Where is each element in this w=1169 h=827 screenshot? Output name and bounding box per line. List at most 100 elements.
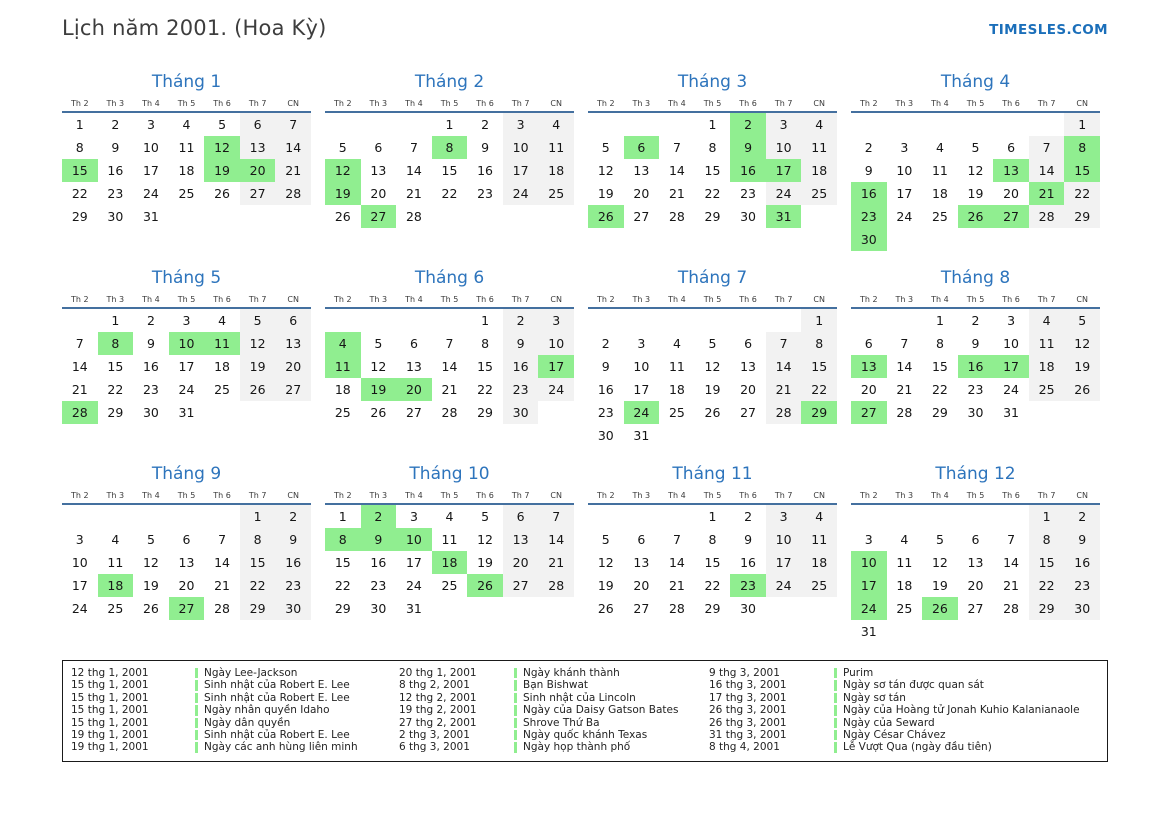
- day-cell: 3: [1007, 313, 1016, 328]
- day-cell: 13: [370, 163, 387, 178]
- holiday-marker: [195, 730, 198, 741]
- month-block: Tháng 6 Th 2 Th 3 Th 4 Th 5 Th 6 Th 7 CN 1 2 3 4 5 6 7…: [325, 268, 574, 452]
- legend-date: 20 thg 1, 2001: [399, 667, 477, 679]
- day-cell: 26: [704, 405, 721, 420]
- day-of-week-row: Th 2 Th 3 Th 4 Th 5 Th 6 Th 7 CN: [325, 99, 574, 113]
- day-cell: 28: [668, 601, 685, 616]
- empty-cell: [851, 309, 887, 332]
- brand-link[interactable]: TIMESLES.COM: [989, 22, 1108, 38]
- day-cell: 13: [740, 359, 757, 374]
- day-of-week-header: Th 5: [966, 99, 985, 108]
- empty-cell: [432, 597, 468, 620]
- legend-date: 6 thg 3, 2001: [399, 741, 470, 754]
- holiday-marker: [195, 680, 198, 691]
- empty-cell: [1064, 401, 1100, 424]
- day-of-week-header: CN: [1076, 295, 1088, 304]
- day-cell: 6: [239, 113, 276, 136]
- day-cell: 21: [1028, 182, 1065, 205]
- day-cell: 29: [477, 405, 494, 420]
- day-of-week-header: Th 5: [703, 491, 722, 500]
- empty-cell: [801, 424, 837, 447]
- day-of-week-header: Th 6: [1002, 295, 1020, 304]
- day-of-week-row: Th 2 Th 3 Th 4 Th 5 Th 6 Th 7 CN: [62, 99, 311, 113]
- day-cell: 19: [967, 186, 984, 201]
- day-cell: 26: [370, 405, 387, 420]
- empty-cell: [922, 113, 958, 136]
- empty-cell: [695, 309, 731, 332]
- empty-cell: [801, 597, 837, 620]
- empty-cell: [922, 228, 958, 251]
- day-cell: 6: [182, 532, 191, 547]
- day-cell: 22: [477, 382, 494, 397]
- day-cell: 16: [107, 163, 124, 178]
- day-cell: 9: [601, 359, 610, 374]
- legend-date: 19 thg 1, 2001: [71, 741, 149, 754]
- day-cell: 17: [851, 574, 887, 597]
- day-cell: 13: [502, 528, 539, 551]
- day-cell: 8: [239, 528, 276, 551]
- empty-cell: [659, 309, 695, 332]
- day-cell: 17: [71, 578, 88, 593]
- empty-cell: [503, 205, 539, 228]
- day-cell: 29: [1064, 205, 1100, 228]
- day-cell: 4: [182, 117, 191, 132]
- day-cell: 31: [142, 209, 159, 224]
- day-cell: 30: [851, 228, 887, 251]
- day-cell: 9: [971, 336, 980, 351]
- day-cell: 14: [441, 359, 458, 374]
- day-cell: 10: [168, 332, 205, 355]
- day-cell: 3: [538, 309, 574, 332]
- day-of-week-header: CN: [813, 99, 825, 108]
- day-cell: 20: [967, 578, 984, 593]
- empty-cell: [204, 401, 240, 424]
- legend-date: 26 thg 3, 2001: [709, 716, 787, 729]
- day-cell: 30: [107, 209, 124, 224]
- legend-name: Bạn Bishwat: [523, 679, 589, 692]
- holiday-marker: [514, 668, 517, 679]
- day-cell: 7: [409, 140, 418, 155]
- empty-cell: [62, 309, 98, 332]
- day-cell: 12: [239, 332, 276, 355]
- day-of-week-header: CN: [550, 99, 562, 108]
- day-cell: 28: [765, 401, 802, 424]
- month-block: Tháng 10 Th 2 Th 3 Th 4 Th 5 Th 6 Th 7 CN 1 2 3 4 5 6…: [325, 464, 574, 648]
- day-cell: 13: [275, 332, 311, 355]
- legend-name: Ngày khánh thành: [523, 667, 620, 679]
- empty-cell: [588, 113, 624, 136]
- day-cell: 18: [931, 186, 948, 201]
- day-of-week-header: CN: [1076, 491, 1088, 500]
- top-bar: Lịch năm 2001. (Hoa Kỳ) TIMESLES.COM: [62, 16, 1108, 58]
- day-cell: 10: [633, 359, 650, 374]
- day-cell: 21: [405, 186, 422, 201]
- day-of-week-header: Th 5: [440, 295, 459, 304]
- day-cell: 13: [993, 159, 1029, 182]
- day-cell: 1: [445, 117, 454, 132]
- day-grid: 1 2 3 4 5 6 7 8 9 10 11 12 13 14 15 16 17 18 19 20 21 22 23 24 2…: [62, 505, 311, 620]
- day-cell: 10: [765, 528, 802, 551]
- day-cell: 18: [214, 359, 231, 374]
- day-cell: 22: [334, 578, 351, 593]
- empty-cell: [204, 205, 240, 228]
- day-of-week-header: CN: [813, 491, 825, 500]
- empty-cell: [1064, 228, 1100, 251]
- legend-entry: Ngày nhân quyền Idaho: [195, 704, 399, 716]
- day-cell: 31: [1003, 405, 1020, 420]
- day-of-week-header: Th 7: [1037, 491, 1056, 500]
- day-cell: 20: [633, 186, 650, 201]
- day-cell: 28: [1003, 601, 1020, 616]
- day-cell: 7: [900, 336, 909, 351]
- day-cell: 10: [851, 551, 887, 574]
- day-grid: 1 2 3 4 5 6 7 8 9 10 11 12 13 14 15 16 17 18 19 20 21 22 23 24 2…: [851, 505, 1100, 643]
- day-cell: 31: [178, 405, 195, 420]
- holiday-marker: [514, 705, 517, 716]
- day-cell: 27: [168, 597, 205, 620]
- day-of-week-header: Th 5: [177, 295, 196, 304]
- month-block: Tháng 4 Th 2 Th 3 Th 4 Th 5 Th 6 Th 7 CN 1 2 3 4 5 6 7…: [851, 72, 1100, 256]
- day-cell: 6: [971, 532, 980, 547]
- empty-cell: [766, 597, 802, 620]
- day-grid: 1 2 3 4 5 6 7 8 9 10 11 12 13 14 15 16 17 18 19 20 21 22 23 24 2…: [588, 505, 837, 620]
- day-of-week-header: Th 2: [333, 491, 352, 500]
- day-of-week-header: Th 2: [596, 99, 615, 108]
- day-grid: 1 2 3 4 5 6 7 8 9 10 11 12 13 14 15 16 17 18 19 20 21 22 23 24 2…: [588, 309, 837, 447]
- day-of-week-header: Th 3: [895, 491, 914, 500]
